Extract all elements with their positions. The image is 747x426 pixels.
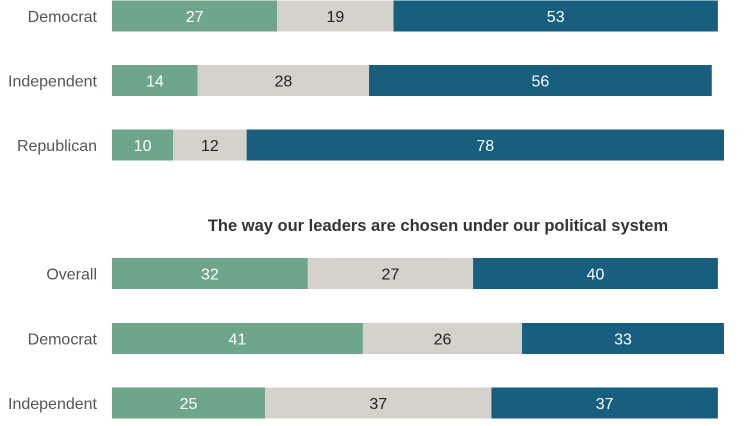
bar-segment-independent-gray: [197, 65, 370, 96]
row-label-democrat: Democrat: [28, 332, 98, 349]
bar-segment-democrat-blue: [522, 323, 724, 354]
row-label-independent: Independent: [8, 396, 98, 413]
row-label-democrat: Democrat: [28, 9, 98, 26]
bar-segment-independent-blue: [369, 65, 712, 96]
data-label-democrat-blue: 53: [547, 9, 565, 26]
bar-segment-independent-blue: [491, 387, 718, 419]
row-label-overall: Overall: [46, 267, 97, 284]
data-label-republican-green: 10: [134, 138, 152, 155]
data-label-republican-blue: 78: [476, 138, 494, 155]
bar-segment-overall-blue: [473, 258, 718, 289]
row-label-independent: Independent: [8, 74, 98, 91]
data-label-republican-gray: 12: [201, 138, 219, 155]
data-label-independent-gray: 28: [274, 74, 292, 91]
data-label-democrat-blue: 33: [614, 332, 632, 349]
bar-segment-independent-green: [112, 387, 265, 419]
bar-segment-independent-green: [112, 65, 198, 96]
data-label-independent-blue: 56: [532, 74, 550, 91]
bar-segment-overall-green: [112, 258, 308, 289]
data-label-independent-blue: 37: [596, 396, 614, 413]
bar-segment-democrat-green: [112, 0, 278, 32]
data-label-independent-gray: 37: [369, 396, 387, 413]
data-label-independent-green: 25: [180, 396, 198, 413]
bar-segment-independent-gray: [265, 387, 492, 419]
section-title-chart-2: The way our leaders are chosen under our…: [208, 217, 668, 235]
bar-segment-republican-green: [112, 129, 174, 161]
data-label-democrat-gray: 26: [434, 332, 452, 349]
bar-segment-democrat-gray: [277, 0, 394, 32]
row-label-republican: Republican: [17, 138, 97, 155]
bar-segment-overall-gray: [307, 258, 474, 289]
bar-segment-republican-blue: [246, 129, 724, 161]
bar-segment-democrat-green: [112, 323, 363, 354]
data-label-overall-gray: 27: [382, 267, 400, 284]
bar-segment-republican-gray: [173, 129, 247, 161]
bar-segment-democrat-gray: [362, 323, 523, 354]
bar-segment-democrat-blue: [393, 0, 718, 32]
data-label-overall-blue: 40: [587, 267, 605, 284]
data-label-overall-green: 32: [201, 267, 219, 284]
data-label-independent-green: 14: [146, 74, 164, 91]
data-label-democrat-gray: 19: [326, 9, 344, 26]
data-label-democrat-green: 41: [229, 332, 247, 349]
data-label-democrat-green: 27: [186, 9, 204, 26]
